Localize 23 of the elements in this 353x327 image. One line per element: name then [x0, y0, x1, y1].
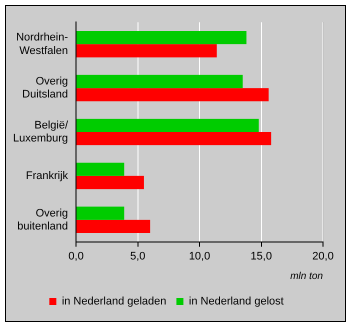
bar	[76, 88, 269, 102]
bar	[76, 132, 272, 146]
x-tick-label: 15,0	[250, 250, 272, 262]
x-tick-label: 0,0	[68, 250, 84, 262]
x-axis-title: mln ton	[290, 270, 324, 282]
y-tick-label: Overig buitenland	[17, 207, 68, 232]
x-tick-label: 20,0	[312, 250, 334, 262]
legend-label: in Nederland geladen	[62, 296, 166, 308]
legend-label: in Nederland gelost	[188, 296, 284, 308]
x-tick-label: 10,0	[188, 250, 210, 262]
y-tick-label: Overig Duitsland	[22, 76, 68, 101]
bar	[76, 176, 144, 190]
x-tick-label: 5,0	[130, 250, 146, 262]
bar	[76, 220, 150, 234]
bar	[76, 206, 124, 220]
bar	[76, 74, 243, 88]
bar	[76, 162, 124, 176]
bar	[76, 118, 259, 132]
y-tick-label: Nordrhein-Westfalen	[16, 32, 68, 57]
bar	[76, 30, 246, 44]
bar	[76, 44, 217, 58]
y-tick-label: Frankrijk	[26, 170, 69, 182]
y-tick-label: België/Luxemburg	[12, 119, 69, 145]
